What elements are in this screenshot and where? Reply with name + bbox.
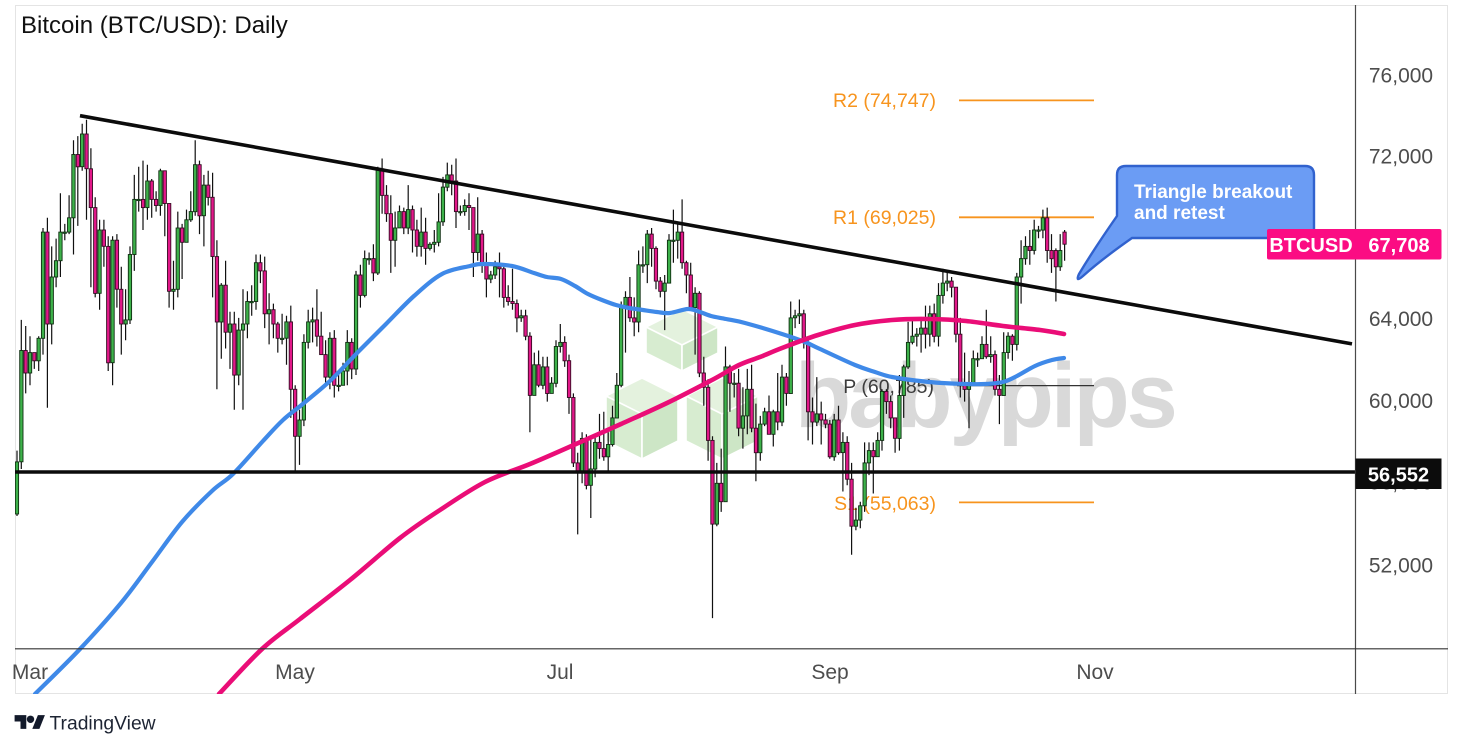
- svg-text:BTCUSD: BTCUSD: [1269, 235, 1352, 257]
- svg-text:60,000: 60,000: [1369, 390, 1433, 413]
- svg-text:TradingView: TradingView: [50, 714, 156, 735]
- svg-text:64,000: 64,000: [1369, 308, 1433, 331]
- svg-text:72,000: 72,000: [1369, 145, 1433, 168]
- svg-text:R2 (74,747): R2 (74,747): [833, 90, 936, 112]
- svg-text:Bitcoin (BTC/USD): Daily: Bitcoin (BTC/USD): Daily: [21, 12, 288, 39]
- svg-text:Triangle breakout: Triangle breakout: [1134, 182, 1293, 203]
- svg-text:and retest: and retest: [1134, 203, 1225, 224]
- svg-text:56,552: 56,552: [1368, 465, 1429, 487]
- svg-text:67,708: 67,708: [1368, 235, 1429, 257]
- svg-text:babypips: babypips: [795, 345, 1175, 447]
- svg-text:R1 (69,025): R1 (69,025): [833, 207, 936, 229]
- svg-text:76,000: 76,000: [1369, 64, 1433, 87]
- svg-text:Sep: Sep: [811, 661, 848, 684]
- svg-text:Nov: Nov: [1076, 661, 1114, 684]
- svg-text:52,000: 52,000: [1369, 555, 1433, 578]
- svg-text:Mar: Mar: [12, 661, 48, 684]
- svg-text:Jul: Jul: [547, 661, 574, 684]
- svg-text:May: May: [275, 661, 315, 684]
- svg-text:S1 (55,063): S1 (55,063): [834, 493, 936, 515]
